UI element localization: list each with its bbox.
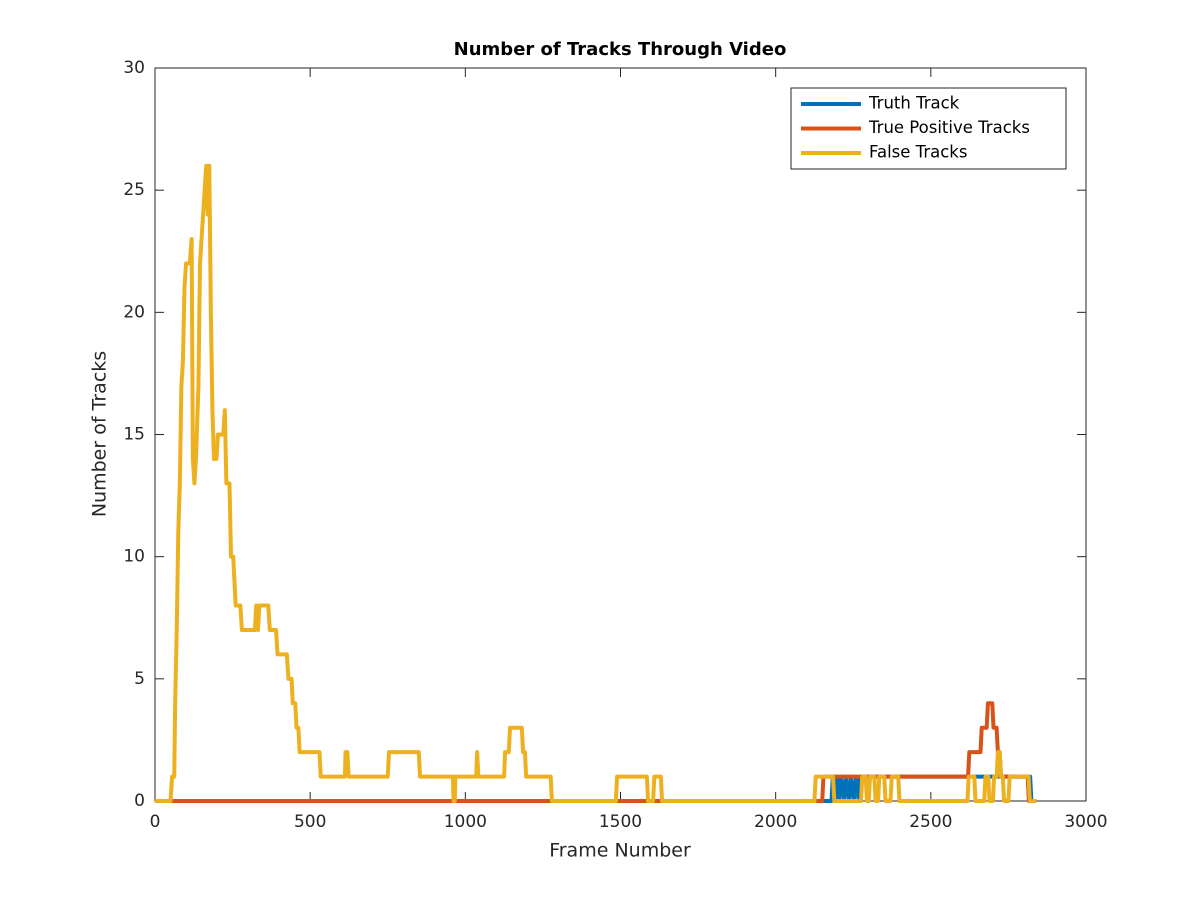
- y-tick-label: 20: [123, 302, 145, 322]
- y-tick-label: 30: [123, 58, 145, 78]
- legend-label: False Tracks: [869, 143, 967, 162]
- y-tick-label: 25: [123, 180, 145, 200]
- series-line: [155, 163, 1037, 803]
- y-tick-label: 15: [123, 425, 145, 445]
- x-tick-label: 3000: [1064, 812, 1107, 832]
- x-tick-label: 2000: [754, 812, 797, 832]
- legend-box: [790, 87, 1067, 170]
- x-tick-label: 0: [150, 812, 161, 832]
- y-tick-label: 5: [134, 669, 145, 689]
- x-axis-label: Frame Number: [549, 840, 691, 862]
- series-line: [155, 701, 1037, 803]
- legend-label: True Positive Tracks: [868, 118, 1030, 137]
- y-tick-label: 10: [123, 547, 145, 567]
- x-tick-label: 500: [294, 812, 326, 832]
- chart-title: Number of Tracks Through Video: [454, 39, 787, 60]
- legend-label: Truth Track: [868, 94, 960, 113]
- x-tick-label: 2500: [909, 812, 952, 832]
- x-tick-label: 1500: [599, 812, 642, 832]
- x-tick-label: 1000: [444, 812, 487, 832]
- y-tick-label: 0: [134, 791, 145, 811]
- y-axis-label: Number of Tracks: [89, 351, 111, 517]
